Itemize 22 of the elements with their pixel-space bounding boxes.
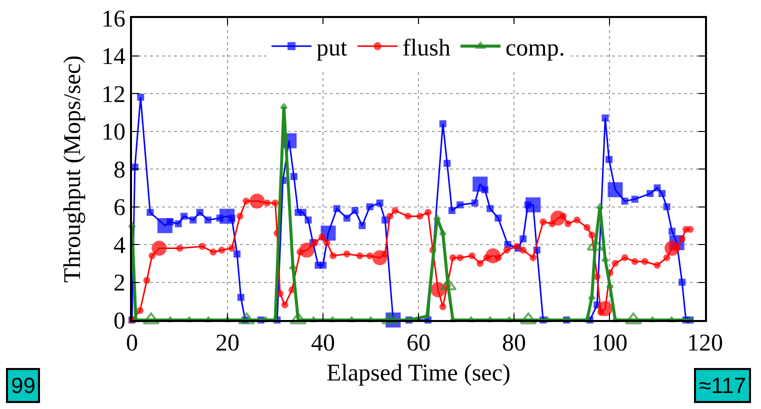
- x-tick-label: 60: [406, 330, 430, 357]
- text: 99: [11, 373, 36, 398]
- legend-label: flush: [402, 36, 450, 62]
- x-axis-title: Elapsed Time (sec): [326, 360, 510, 386]
- y-tick-label: 6: [113, 195, 126, 222]
- x-tick-label: 20: [216, 330, 240, 357]
- y-tick-label: 14: [101, 44, 126, 70]
- text: ≈117: [699, 373, 746, 398]
- legend-label: put: [316, 36, 348, 62]
- y-tick-label: 16: [101, 6, 126, 32]
- y-tick-label: 8: [113, 157, 126, 184]
- y-tick-label: 10: [101, 120, 126, 146]
- x-tick-label: 100: [592, 330, 628, 357]
- x-tick-label: 80: [502, 330, 526, 357]
- y-tick-label: 0: [113, 308, 126, 334]
- y-tick-label: 2: [113, 270, 126, 297]
- x-tick-label: 40: [311, 330, 335, 357]
- y-tick-label: 12: [101, 82, 126, 108]
- y-tick-label: 4: [113, 232, 126, 259]
- legend-label: comp.: [506, 36, 565, 62]
- x-tick-label: 120: [687, 330, 723, 357]
- y-axis-title: Throughput (Mops/sec): [60, 55, 86, 283]
